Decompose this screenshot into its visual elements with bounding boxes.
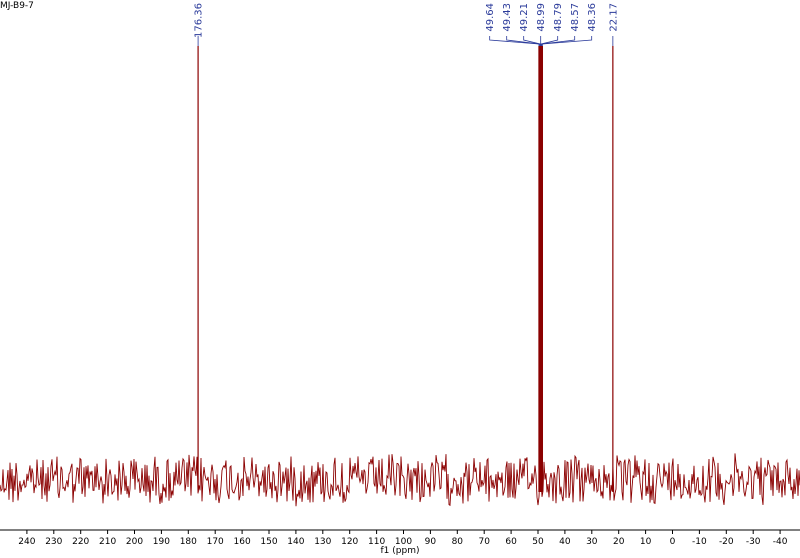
x-tick-label: 200 — [126, 537, 143, 547]
x-tick-label: 150 — [260, 537, 277, 547]
x-tick-label: 120 — [341, 537, 358, 547]
peak-label: 49.21 — [519, 3, 530, 32]
label-connector — [541, 36, 576, 46]
x-tick-label: 60 — [505, 537, 517, 547]
chart-title: MJ-B9-7 — [0, 1, 34, 11]
peak-label: 48.79 — [553, 3, 564, 32]
x-tick-label: 230 — [45, 537, 62, 547]
peak-label: 49.43 — [502, 3, 513, 32]
x-tick-label: 0 — [670, 537, 676, 547]
x-tick-label: -10 — [692, 537, 707, 547]
x-tick-label: 50 — [532, 537, 544, 547]
x-tick-label: 170 — [207, 537, 224, 547]
x-tick-label: 30 — [586, 537, 598, 547]
x-tick-label: 140 — [287, 537, 304, 547]
x-tick-label: 220 — [72, 537, 89, 547]
x-tick-label: 160 — [234, 537, 251, 547]
x-axis-label: f1 (ppm) — [381, 546, 420, 556]
x-tick-label: -20 — [719, 537, 734, 547]
x-tick-label: 190 — [153, 537, 170, 547]
peak-label: 48.99 — [536, 3, 547, 32]
label-connector — [506, 36, 540, 46]
x-tick-label: 10 — [640, 537, 652, 547]
x-tick-label: 180 — [180, 537, 197, 547]
x-tick-label: 70 — [478, 537, 490, 547]
label-connector — [523, 36, 541, 46]
x-tick-label: 40 — [559, 537, 571, 547]
peak-label: 48.36 — [587, 3, 598, 32]
x-tick-label: 90 — [425, 537, 437, 547]
x-tick-label: 210 — [99, 537, 116, 547]
x-tick-label: 240 — [18, 537, 35, 547]
x-tick-label: -30 — [746, 537, 761, 547]
x-tick-label: 110 — [368, 537, 385, 547]
label-connector — [542, 36, 593, 46]
peak-label: 176.36 — [194, 3, 205, 38]
baseline-noise — [0, 453, 800, 507]
x-tick-label: -40 — [773, 537, 788, 547]
label-connector — [540, 36, 559, 46]
peak-label: 48.57 — [570, 3, 581, 32]
label-connector — [489, 36, 540, 46]
x-tick-label: 130 — [314, 537, 331, 547]
peak-label: 22.17 — [608, 3, 619, 32]
x-tick-label: 80 — [452, 537, 464, 547]
x-tick-label: 20 — [613, 537, 625, 547]
peak-label: 49.64 — [485, 3, 496, 32]
x-tick-label: 100 — [395, 537, 412, 547]
